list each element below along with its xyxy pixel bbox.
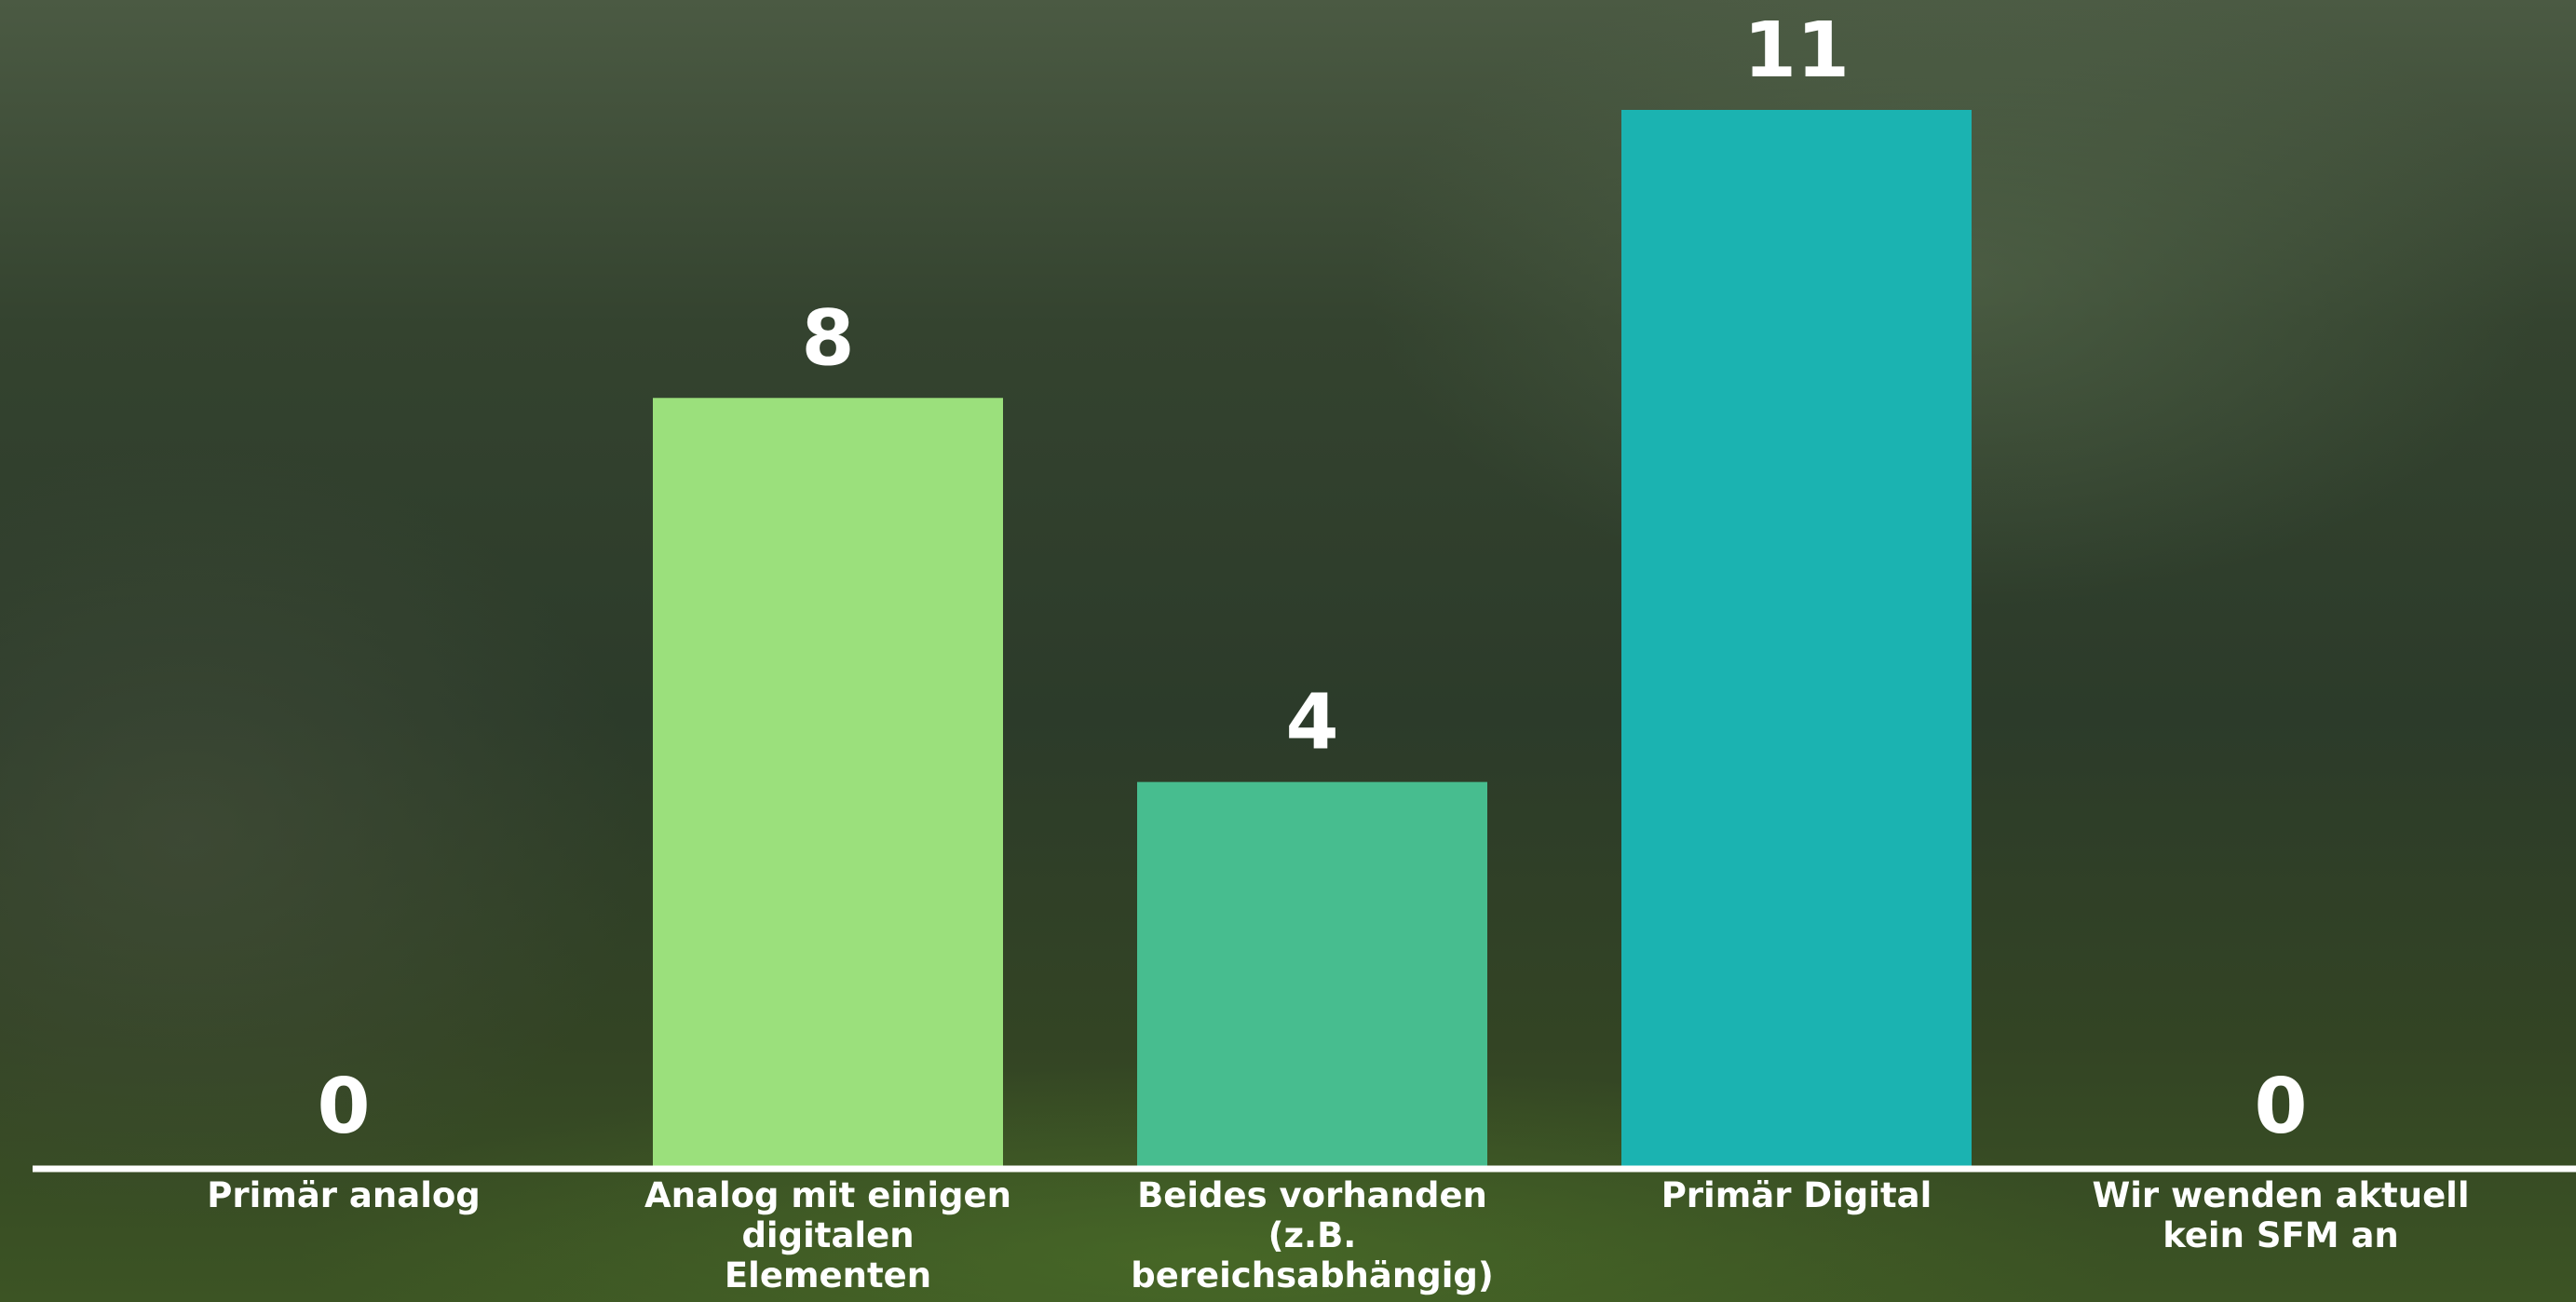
category-label: Analog mit einigen digitalen Elementen (632, 1175, 1024, 1295)
value-label: 0 (2254, 1063, 2307, 1151)
value-label: 8 (801, 294, 854, 383)
category-label: Wir wenden aktuell kein SFM an (2085, 1175, 2476, 1255)
category-label: Primär Digital (1601, 1175, 1992, 1215)
value-label: 4 (1285, 679, 1338, 767)
value-label: 0 (317, 1063, 370, 1151)
bar (1621, 110, 1972, 1166)
category-label: Beides vorhanden (z.B. bereichsabhängig) (1117, 1175, 1508, 1295)
slide: 0 8 4 11 0 Primär analog Analog mit einigen d… (0, 0, 2576, 1302)
value-label: 11 (1743, 7, 1850, 95)
bar (1137, 782, 1487, 1166)
category-label: Primär analog (148, 1175, 539, 1215)
chart: 0 8 4 11 0 (0, 0, 2576, 1302)
bar (653, 398, 1003, 1166)
